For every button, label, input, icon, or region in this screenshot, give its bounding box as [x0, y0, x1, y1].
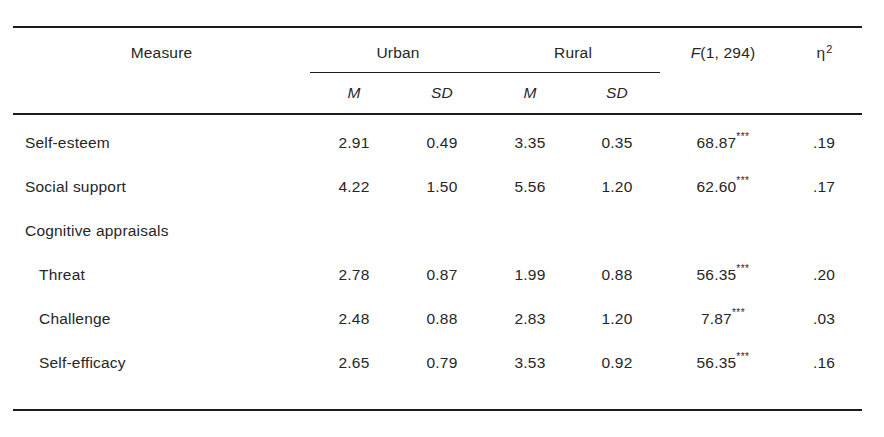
f-value: 62.60*** [660, 165, 786, 209]
rural-sd-value: 0.88 [574, 253, 660, 297]
measure-label: Self-efficacy [13, 341, 310, 385]
urban-mean-value: 2.48 [310, 297, 398, 341]
eta-squared-value: .16 [786, 341, 862, 385]
rural-mean-value [486, 209, 574, 253]
f-degrees-of-freedom: (1, 294) [700, 44, 755, 61]
spacer-row [13, 114, 862, 121]
anova-results-table: Measure Urban Rural F(1, 294) η2 M SD M … [13, 26, 862, 411]
table-row-challenge: Challenge 2.48 0.88 2.83 1.20 7.87*** .0… [13, 297, 862, 341]
eta-superscript: 2 [826, 43, 832, 55]
urban-mean-value: 2.65 [310, 341, 398, 385]
urban-sd-value: 0.87 [398, 253, 486, 297]
measure-label: Self-esteem [13, 121, 310, 165]
rural-sd-value: 1.20 [574, 165, 660, 209]
rural-group-header: Rural [486, 27, 660, 73]
significance-stars: *** [732, 307, 745, 318]
urban-sd-value [398, 209, 486, 253]
table-body: Self-esteem 2.91 0.49 3.35 0.35 68.87***… [13, 114, 862, 410]
measure-label: Threat [13, 253, 310, 297]
eta-squared-value: .20 [786, 253, 862, 297]
eta-squared-value: .19 [786, 121, 862, 165]
significance-stars: *** [736, 175, 749, 186]
f-statistic-header: F(1, 294) [660, 27, 786, 114]
table-row-cognitive-appraisals: Cognitive appraisals [13, 209, 862, 253]
rural-sd-header: SD [574, 73, 660, 115]
f-value: 56.35*** [660, 253, 786, 297]
measure-column-header: Measure [13, 27, 310, 114]
urban-mean-value: 4.22 [310, 165, 398, 209]
eta-symbol: η [816, 44, 825, 61]
rural-sd-value [574, 209, 660, 253]
spacer-row [13, 385, 862, 410]
significance-stars: *** [736, 351, 749, 362]
urban-sd-value: 0.49 [398, 121, 486, 165]
group-header-row: Measure Urban Rural F(1, 294) η2 [13, 27, 862, 73]
eta-squared-value: .03 [786, 297, 862, 341]
table-row-self-esteem: Self-esteem 2.91 0.49 3.35 0.35 68.87***… [13, 121, 862, 165]
eta-squared-value: .17 [786, 165, 862, 209]
table-row-social-support: Social support 4.22 1.50 5.56 1.20 62.60… [13, 165, 862, 209]
f-value [660, 209, 786, 253]
eta-squared-value [786, 209, 862, 253]
urban-sd-value: 0.88 [398, 297, 486, 341]
significance-stars: *** [736, 263, 749, 274]
table-row-self-efficacy: Self-efficacy 2.65 0.79 3.53 0.92 56.35*… [13, 341, 862, 385]
rural-sd-value: 0.92 [574, 341, 660, 385]
rural-mean-value: 5.56 [486, 165, 574, 209]
f-symbol: F [691, 44, 701, 61]
f-value: 7.87*** [660, 297, 786, 341]
urban-sd-header: SD [398, 73, 486, 115]
measure-label: Challenge [13, 297, 310, 341]
urban-group-header: Urban [310, 27, 486, 73]
rural-mean-header: M [486, 73, 574, 115]
eta-squared-header: η2 [786, 27, 862, 114]
rural-sd-value: 0.35 [574, 121, 660, 165]
rural-mean-value: 2.83 [486, 297, 574, 341]
measure-label: Cognitive appraisals [13, 209, 310, 253]
urban-mean-value: 2.78 [310, 253, 398, 297]
urban-mean-value [310, 209, 398, 253]
rural-mean-value: 3.53 [486, 341, 574, 385]
f-value: 56.35*** [660, 341, 786, 385]
table-header: Measure Urban Rural F(1, 294) η2 M SD M … [13, 27, 862, 114]
significance-stars: *** [736, 131, 749, 142]
rural-sd-value: 1.20 [574, 297, 660, 341]
urban-mean-value: 2.91 [310, 121, 398, 165]
measure-label: Social support [13, 165, 310, 209]
urban-sd-value: 1.50 [398, 165, 486, 209]
rural-mean-value: 3.35 [486, 121, 574, 165]
urban-sd-value: 0.79 [398, 341, 486, 385]
rural-mean-value: 1.99 [486, 253, 574, 297]
table-row-threat: Threat 2.78 0.87 1.99 0.88 56.35*** .20 [13, 253, 862, 297]
urban-mean-header: M [310, 73, 398, 115]
f-value: 68.87*** [660, 121, 786, 165]
